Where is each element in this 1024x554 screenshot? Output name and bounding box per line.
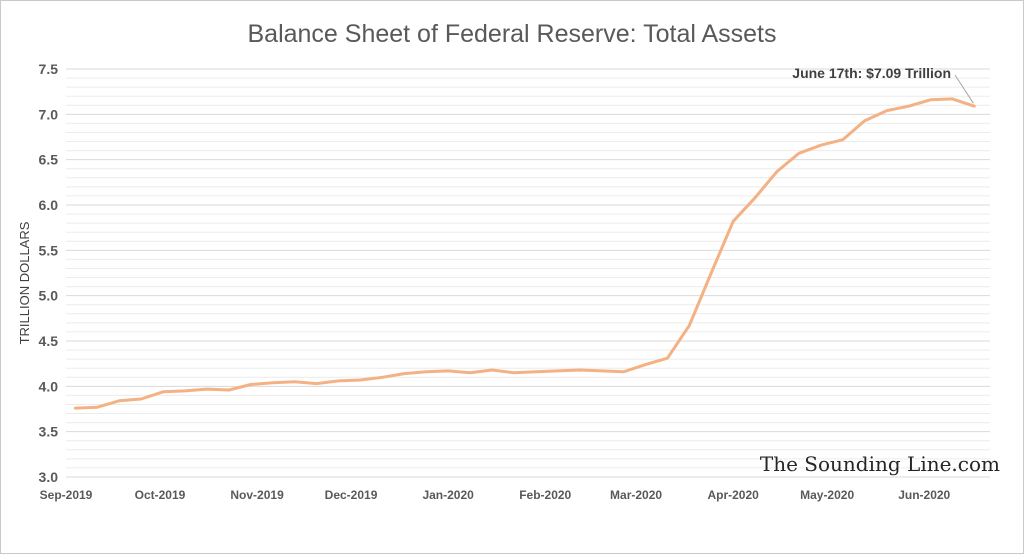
y-tick-label: 7.0 — [39, 106, 59, 122]
chart-title: Balance Sheet of Federal Reserve: Total … — [247, 20, 777, 48]
annotation-leader — [954, 74, 974, 104]
y-tick-label: 5.5 — [39, 242, 59, 258]
y-tick-label: 4.0 — [39, 378, 59, 394]
y-tick-label: 6.0 — [39, 197, 59, 213]
y-axis-label: TRILLION DOLLARS — [17, 221, 32, 344]
y-tick-label: 4.5 — [39, 333, 59, 349]
x-tick-label: Jan-2020 — [422, 488, 474, 502]
x-tick-label: Oct-2019 — [135, 488, 186, 502]
y-tick-label: 3.5 — [39, 424, 59, 440]
watermark: The Sounding Line.com — [759, 452, 1000, 476]
series-line — [73, 97, 976, 410]
x-tick-label: Nov-2019 — [230, 488, 284, 502]
x-tick-label: Dec-2019 — [325, 488, 378, 502]
x-tick-label: Sep-2019 — [40, 488, 93, 502]
y-tick-label: 7.5 — [39, 61, 59, 77]
x-tick-label: Jun-2020 — [898, 488, 950, 502]
x-tick-label: Apr-2020 — [707, 488, 759, 502]
y-tick-label: 5.0 — [39, 288, 59, 304]
y-tick-label: 6.5 — [39, 152, 59, 168]
x-tick-label: May-2020 — [800, 488, 854, 502]
y-tick-label: 3.0 — [39, 469, 59, 485]
x-tick-label: Feb-2020 — [519, 488, 571, 502]
annotation-label: June 17th: $7.09 Trillion — [792, 65, 951, 81]
x-tick-label: Mar-2020 — [610, 488, 662, 502]
